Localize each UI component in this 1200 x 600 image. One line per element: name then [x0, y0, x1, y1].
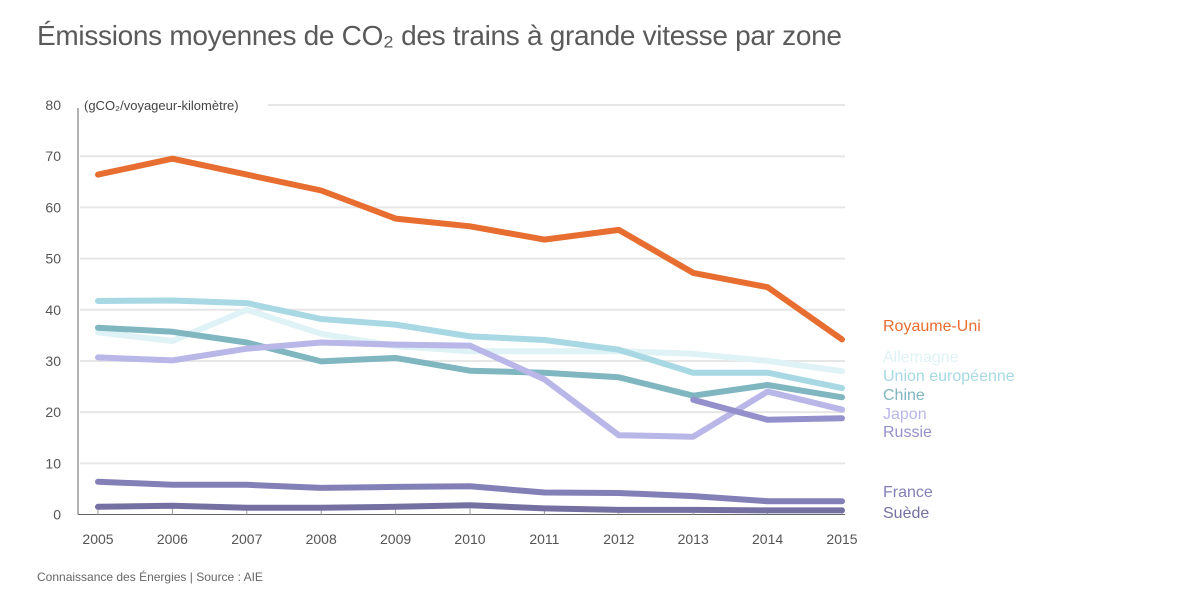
x-tick-label: 2014: [752, 531, 783, 547]
series-lines: [95, 155, 845, 514]
legend-label-japon: Japon: [883, 406, 927, 423]
legend-label-allemagne: Allemagne: [883, 349, 959, 366]
legend-label-chine: Chine: [883, 387, 925, 404]
y-tick-label: 10: [45, 455, 61, 471]
x-tick-label: 2015: [826, 531, 857, 547]
x-tick-label: 2011: [529, 531, 559, 547]
legend-label-france: France: [883, 484, 933, 501]
series-line-allemagne: [95, 306, 845, 375]
y-axis-unit-label: (gCO₂/voyageur-kilomètre): [84, 98, 239, 113]
y-tick-label: 60: [45, 199, 61, 215]
x-tick-label: 2007: [231, 531, 262, 547]
y-tick-label: 30: [45, 353, 61, 369]
source-credit: Connaissance des Énergies | Source : AIE: [37, 570, 263, 584]
series-line-suede: [95, 502, 845, 514]
series-line-france: [95, 478, 845, 505]
x-tick-label: 2010: [454, 531, 485, 547]
x-tick-label: 2009: [380, 531, 411, 547]
x-tick-label: 2005: [82, 531, 113, 547]
axes: [77, 108, 845, 515]
y-tick-label: 0: [53, 507, 61, 523]
series-line-union-europeenne: [95, 297, 845, 392]
legend-label-russie: Russie: [883, 424, 932, 441]
y-tick-labels: 0 10 20 30 40 50 60 70 80: [45, 97, 61, 523]
series-line-chine: [95, 324, 845, 401]
y-tick-label: 70: [45, 148, 61, 164]
y-tick-label: 80: [45, 97, 61, 113]
y-tick-label: 40: [45, 302, 61, 318]
y-tick-label: 50: [45, 251, 61, 267]
gridlines: [80, 104, 845, 465]
series-line-royaume-uni: [95, 155, 845, 343]
y-tick-label: 20: [45, 404, 61, 420]
legend-label-suede: Suède: [883, 505, 929, 522]
x-tick-labels: 2005 2006 2007 2008 2009 2010 2011 2012 2013 2014…: [82, 531, 857, 547]
series-line-russie: [690, 396, 845, 423]
x-tick-label: 2013: [678, 531, 709, 547]
series-line-japon: [95, 339, 845, 440]
x-tick-label: 2006: [157, 531, 188, 547]
legend: Royaume-Uni Allemagne Union européenne Chin…: [883, 318, 1015, 522]
chart-title: Émissions moyennes de CO₂ des trains à g…: [37, 20, 842, 51]
x-tick-label: 2012: [603, 531, 634, 547]
x-tick-label: 2008: [306, 531, 337, 547]
legend-label-union-europeenne: Union européenne: [883, 368, 1015, 385]
legend-label-royaume-uni: Royaume-Uni: [883, 318, 981, 335]
